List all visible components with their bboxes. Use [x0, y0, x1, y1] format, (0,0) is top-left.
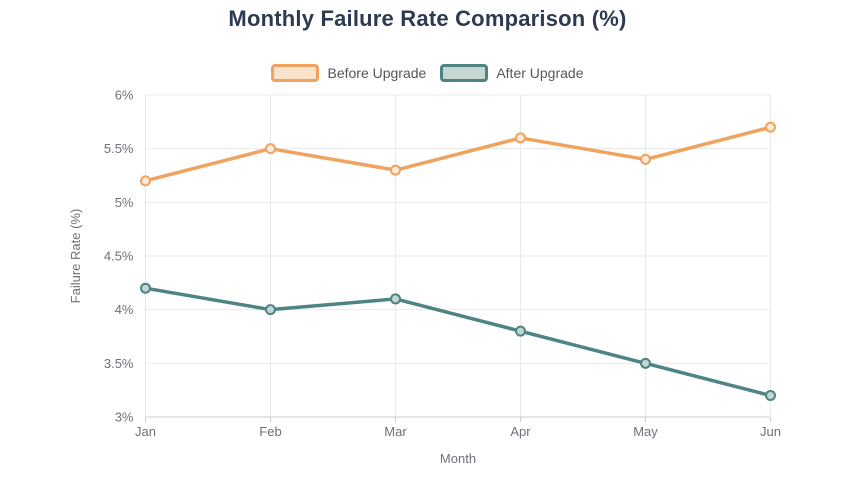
series-line-after-upgrade	[143, 286, 773, 398]
data-point-before-upgrade-apr[interactable]	[515, 132, 526, 144]
y-axis-tick-label-5-: 5%	[115, 195, 134, 210]
y-axis-title: Failure Rate (%)	[68, 209, 83, 304]
data-point-before-upgrade-jun[interactable]	[765, 121, 776, 133]
x-axis-tick-label-feb: Feb	[259, 424, 281, 439]
data-point-before-upgrade-mar[interactable]	[390, 164, 401, 176]
data-point-after-upgrade-apr[interactable]	[515, 325, 526, 337]
y-axis-tick-label-3-5-: 3.5%	[104, 356, 134, 371]
legend-swatch-after-upgrade	[440, 64, 489, 82]
legend-label-before-upgrade: Before Upgrade	[327, 65, 427, 81]
data-point-after-upgrade-jun[interactable]	[765, 390, 776, 402]
x-axis-title: Month	[440, 451, 476, 466]
legend-label-after-upgrade: After Upgrade	[496, 65, 584, 81]
x-axis-tick-label-apr: Apr	[510, 424, 531, 439]
x-axis-tick-label-mar: Mar	[384, 424, 407, 439]
x-axis-tick-label-may: May	[633, 424, 658, 439]
x-axis-tick-label-jun: Jun	[760, 424, 781, 439]
y-axis-tick-label-3-: 3%	[115, 410, 134, 425]
data-point-after-upgrade-jan[interactable]	[140, 282, 151, 294]
y-axis-tick-label-4-: 4%	[115, 302, 134, 317]
legend-item-after-upgrade[interactable]: After Upgrade	[440, 64, 584, 82]
data-point-before-upgrade-jan[interactable]	[140, 175, 151, 187]
chart-title: Monthly Failure Rate Comparison (%)	[228, 6, 627, 31]
y-axis-tick-label-4-5-: 4.5%	[104, 249, 134, 264]
data-point-after-upgrade-may[interactable]	[640, 357, 651, 369]
legend-swatch-before-upgrade	[271, 64, 320, 82]
series-line-before-upgrade	[143, 125, 773, 183]
y-axis-tick-label-6-: 6%	[115, 88, 134, 103]
x-axis-tick-label-jan: Jan	[135, 424, 156, 439]
legend-item-before-upgrade[interactable]: Before Upgrade	[271, 64, 426, 82]
legend: Before Upgrade After Upgrade	[0, 64, 855, 82]
data-point-before-upgrade-may[interactable]	[640, 153, 651, 165]
data-point-before-upgrade-feb[interactable]	[265, 143, 276, 155]
data-point-after-upgrade-mar[interactable]	[390, 293, 401, 305]
y-axis-tick-label-5-5-: 5.5%	[104, 141, 134, 156]
data-point-after-upgrade-feb[interactable]	[265, 304, 276, 316]
